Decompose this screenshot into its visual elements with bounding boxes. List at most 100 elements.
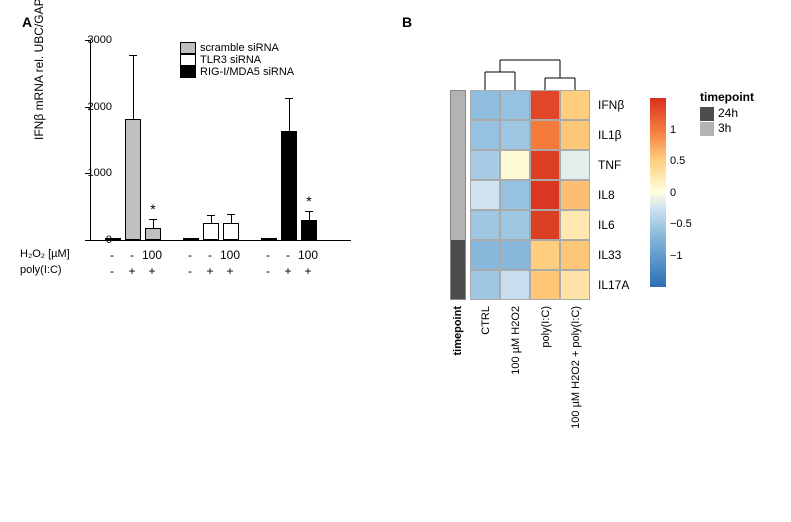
x-row-value: - <box>110 264 114 278</box>
significance-marker: * <box>150 201 155 217</box>
heatmap-row-label: IL33 <box>598 248 621 262</box>
bar <box>301 220 317 240</box>
bar <box>125 119 141 240</box>
heatmap-cell <box>500 150 530 180</box>
heatmap-cell <box>470 150 500 180</box>
color-scale-tick: 0 <box>670 187 676 199</box>
legend-label-tlr3: TLR3 siRNA <box>200 54 261 66</box>
x-row-value: 100 <box>298 248 318 262</box>
heatmap-row-label: IL17A <box>598 278 629 292</box>
bar <box>183 238 199 240</box>
timepoint-legend-title: timepoint <box>700 90 754 104</box>
heatmap-col-label: 100 µM H2O2 <box>510 306 522 375</box>
heatmap-row-label: IL8 <box>598 188 615 202</box>
x-row-value: - <box>208 248 212 262</box>
heatmap-cell <box>500 120 530 150</box>
heatmap-cell <box>530 120 560 150</box>
bar <box>223 223 239 240</box>
x-row-value: - <box>266 264 270 278</box>
heatmap-cell <box>560 210 590 240</box>
heatmap-cell <box>560 120 590 150</box>
heatmap-cell <box>470 240 500 270</box>
timepoint-swatch-3h <box>700 122 714 136</box>
y-tick-label: 1000 <box>88 167 112 179</box>
x-row-value: + <box>284 264 291 278</box>
heatmap-cell <box>560 150 590 180</box>
panel-a-y-axis-label: IFNβ mRNA rel. UBC/GAPDH <box>32 0 46 140</box>
timepoint-label-24h: 24h <box>718 106 738 120</box>
heatmap-cell <box>530 150 560 180</box>
heatmap-cell <box>530 210 560 240</box>
legend-swatch-rigi <box>180 66 196 78</box>
timepoint-label-3h: 3h <box>718 121 731 135</box>
color-scale-tick: 0.5 <box>670 155 685 167</box>
x-row-value: + <box>148 264 155 278</box>
bar <box>281 131 297 240</box>
heatmap-row-label: IFNβ <box>598 98 624 112</box>
heatmap-cell <box>500 210 530 240</box>
heatmap-row-label: IL6 <box>598 218 615 232</box>
heatmap-row-label: TNF <box>598 158 621 172</box>
panel-a-legend: scramble siRNA TLR3 siRNA RIG-I/MDA5 siR… <box>180 42 294 78</box>
x-row-value: 100 <box>220 248 240 262</box>
x-row-value: + <box>206 264 213 278</box>
heatmap-col-label: 100 µM H2O2 + poly(I:C) <box>570 306 582 429</box>
x-row-value: - <box>188 248 192 262</box>
heatmap-cell <box>470 210 500 240</box>
color-scale-bar <box>650 98 666 287</box>
heatmap-cell <box>530 90 560 120</box>
x-row-value: - <box>110 248 114 262</box>
heatmap-cell <box>560 270 590 300</box>
heatmap-col-label: poly(I:C) <box>540 306 552 348</box>
heatmap-cell <box>470 120 500 150</box>
legend-swatch-scramble <box>180 42 196 54</box>
bar <box>261 238 277 240</box>
color-scale-tick: −0.5 <box>670 218 692 230</box>
legend-label-rigi: RIG-I/MDA5 siRNA <box>200 66 294 78</box>
x-row-value: + <box>304 264 311 278</box>
heatmap-cell <box>500 90 530 120</box>
y-tick-label: 2000 <box>88 101 112 113</box>
timepoint-swatch-24h <box>700 107 714 121</box>
legend-label-scramble: scramble siRNA <box>200 42 279 54</box>
heatmap-cell <box>470 90 500 120</box>
timepoint-legend: timepoint 24h 3h <box>700 90 754 136</box>
panel-b: IFNβ IL1β TNF IL8 IL6 IL33 IL17A CTRL 100 µM H2… <box>400 20 780 500</box>
heatmap-cell <box>560 180 590 210</box>
legend-item-scramble: scramble siRNA <box>180 42 294 54</box>
color-scale-tick: 1 <box>670 124 676 136</box>
legend-item-rigi: RIG-I/MDA5 siRNA <box>180 66 294 78</box>
column-dendrogram <box>470 32 590 92</box>
significance-marker: * <box>306 193 311 209</box>
x-row-value: - <box>286 248 290 262</box>
heatmap-cell <box>500 240 530 270</box>
heatmap-cell <box>530 270 560 300</box>
figure: A IFNβ mRNA rel. UBC/GAPDH ** scramble s… <box>0 0 791 522</box>
timepoint-legend-item-24h: 24h <box>700 106 754 121</box>
x-row-label: poly(I:C) <box>20 264 62 276</box>
heatmap-cell <box>500 180 530 210</box>
panel-a: IFNβ mRNA rel. UBC/GAPDH ** scramble siR… <box>20 20 380 320</box>
x-row-value: + <box>226 264 233 278</box>
legend-item-tlr3: TLR3 siRNA <box>180 54 294 66</box>
heatmap-cell <box>470 270 500 300</box>
heatmap-col-label: CTRL <box>480 306 492 335</box>
heatmap-cell <box>560 90 590 120</box>
x-row-label: H₂O₂ [µM] <box>20 248 70 260</box>
bar <box>203 223 219 240</box>
x-row-value: + <box>128 264 135 278</box>
legend-swatch-tlr3 <box>180 54 196 66</box>
heatmap-cell <box>530 240 560 270</box>
heatmap-cell <box>470 180 500 210</box>
x-row-value: - <box>130 248 134 262</box>
heatmap-row-label: IL1β <box>598 128 622 142</box>
y-tick-label: 0 <box>106 234 112 246</box>
heatmap-cell <box>500 270 530 300</box>
heatmap-cell <box>530 180 560 210</box>
x-row-value: - <box>266 248 270 262</box>
x-row-value: - <box>188 264 192 278</box>
y-tick-label: 3000 <box>88 34 112 46</box>
bar <box>145 228 161 240</box>
color-scale-tick: −1 <box>670 250 683 262</box>
heatmap-cell <box>560 240 590 270</box>
